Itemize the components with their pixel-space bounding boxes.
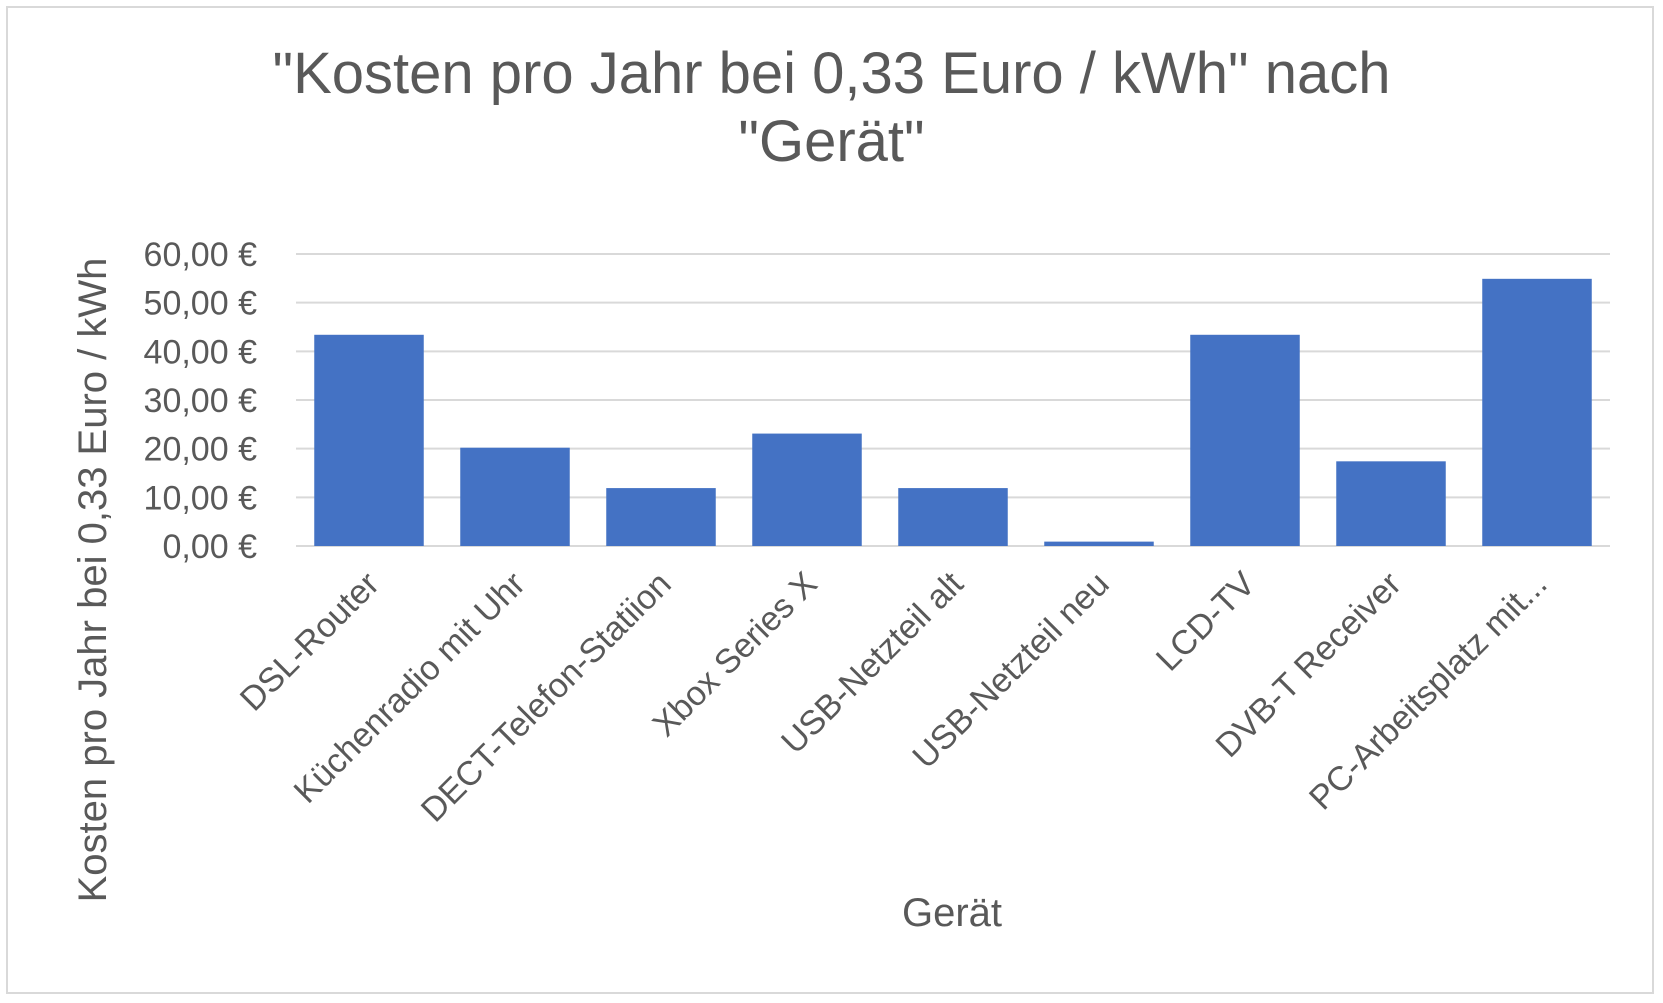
y-axis-ticks: 0,00 € 10,00 € 20,00 € 30,00 € 40,00 € 50,00 … <box>144 236 258 566</box>
y-tick-label: 30,00 € <box>144 382 258 420</box>
bar <box>898 488 1008 546</box>
y-tick-label: 50,00 € <box>144 285 258 323</box>
category-label: LCD-TV <box>1149 565 1263 679</box>
y-tick-label: 0,00 € <box>162 528 257 566</box>
y-tick-label: 60,00 € <box>144 236 258 274</box>
bar <box>752 433 862 546</box>
bar <box>1336 461 1446 546</box>
category-label: DECT-Telefon-Statiion <box>414 565 679 830</box>
y-axis-title: Kosten pro Jahr bei 0,33 Euro / kWh <box>71 258 115 903</box>
chart-title-line-2: "Gerät" <box>738 109 925 174</box>
category-label: DSL-Router <box>233 565 387 719</box>
bar <box>606 488 716 546</box>
chart-title: "Kosten pro Jahr bei 0,33 Euro / kWh" na… <box>0 40 1663 176</box>
y-tick-label: 10,00 € <box>144 479 258 517</box>
bar <box>314 334 424 546</box>
chart-title-line-1: "Kosten pro Jahr bei 0,33 Euro / kWh" na… <box>272 41 1391 106</box>
y-tick-label: 40,00 € <box>144 333 258 371</box>
category-label: PC-Arbeitsplatz mit... <box>1302 565 1555 818</box>
bar <box>1044 541 1154 546</box>
y-tick-label: 20,00 € <box>144 431 258 469</box>
bar <box>1190 334 1300 546</box>
x-axis-title: Gerät <box>902 891 1002 935</box>
bar <box>1482 278 1592 546</box>
bar <box>460 447 570 546</box>
bars <box>314 278 1592 546</box>
